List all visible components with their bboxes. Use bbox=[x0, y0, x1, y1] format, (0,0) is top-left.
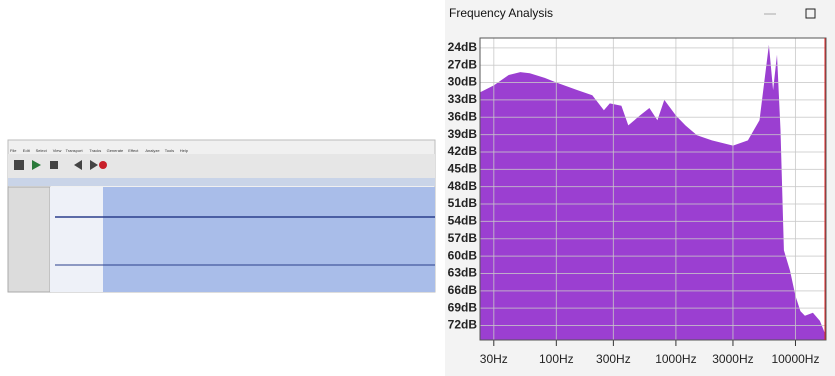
y-tick-label: 69dB bbox=[448, 300, 478, 314]
y-tick-label: 39dB bbox=[448, 127, 478, 141]
page: File Edit Select View Transport Tracks Generat… bbox=[0, 0, 835, 376]
y-tick-label: 36dB bbox=[448, 109, 478, 123]
toolbar[interactable] bbox=[8, 154, 435, 178]
stop-button[interactable] bbox=[50, 161, 58, 169]
track-controls[interactable] bbox=[8, 187, 50, 292]
menu-item[interactable]: Select bbox=[36, 148, 48, 153]
menu-item[interactable]: Edit bbox=[23, 148, 31, 153]
screen: File Edit Select View Transport Tracks Generat… bbox=[0, 0, 835, 376]
x-tick-label: 30Hz bbox=[480, 352, 508, 366]
x-tick-label: 300Hz bbox=[596, 352, 631, 366]
y-tick-label: 42dB bbox=[448, 144, 478, 158]
menu-item[interactable]: Effect bbox=[128, 148, 139, 153]
menu-item[interactable]: File bbox=[10, 148, 17, 153]
x-tick-label: 3000Hz bbox=[712, 352, 753, 366]
y-tick-label: 72dB bbox=[448, 318, 478, 332]
menu-item[interactable]: View bbox=[53, 148, 62, 153]
x-tick-label: 100Hz bbox=[539, 352, 574, 366]
plot: 24dB 27dB 30dB 33dB 36dB 39dB 42dB 45dB 48dB 51dB… bbox=[448, 38, 826, 366]
y-tick-label: 57dB bbox=[448, 231, 478, 245]
y-tick-label: 45dB bbox=[448, 162, 478, 176]
y-tick-label: 66dB bbox=[448, 283, 478, 297]
track-unselected bbox=[50, 187, 103, 292]
menu-item[interactable]: Analyze bbox=[145, 148, 160, 153]
track-selected[interactable] bbox=[103, 187, 435, 292]
analysis-window: Frequency Analysis 24dB 27dB 30dB 33dB 36dB 3… bbox=[445, 0, 835, 376]
y-tick-label: 54dB bbox=[448, 214, 478, 228]
timeline bbox=[8, 178, 435, 186]
y-tick-label: 60dB bbox=[448, 248, 478, 262]
record-button[interactable] bbox=[99, 161, 107, 169]
y-tick-label: 33dB bbox=[448, 92, 478, 106]
menu-item[interactable]: Help bbox=[180, 148, 189, 153]
pause-button[interactable] bbox=[14, 160, 24, 170]
y-tick-label: 51dB bbox=[448, 196, 478, 210]
y-tick-label: 63dB bbox=[448, 266, 478, 280]
y-tick-label: 24dB bbox=[448, 40, 478, 54]
y-tick-label: 48dB bbox=[448, 179, 478, 193]
x-tick-label: 1000Hz bbox=[655, 352, 696, 366]
y-tick-label: 30dB bbox=[448, 75, 478, 89]
menu-item[interactable]: Tools bbox=[165, 148, 174, 153]
menu-item[interactable]: Generate bbox=[107, 148, 124, 153]
window-title: Frequency Analysis bbox=[449, 6, 553, 20]
x-tick-label: 10000Hz bbox=[771, 352, 819, 366]
menu-item[interactable]: Tracks bbox=[89, 148, 101, 153]
audacity-window: File Edit Select View Transport Tracks Generat… bbox=[8, 140, 435, 292]
menu-item[interactable]: Transport bbox=[66, 148, 84, 153]
y-tick-label: 27dB bbox=[448, 57, 478, 71]
